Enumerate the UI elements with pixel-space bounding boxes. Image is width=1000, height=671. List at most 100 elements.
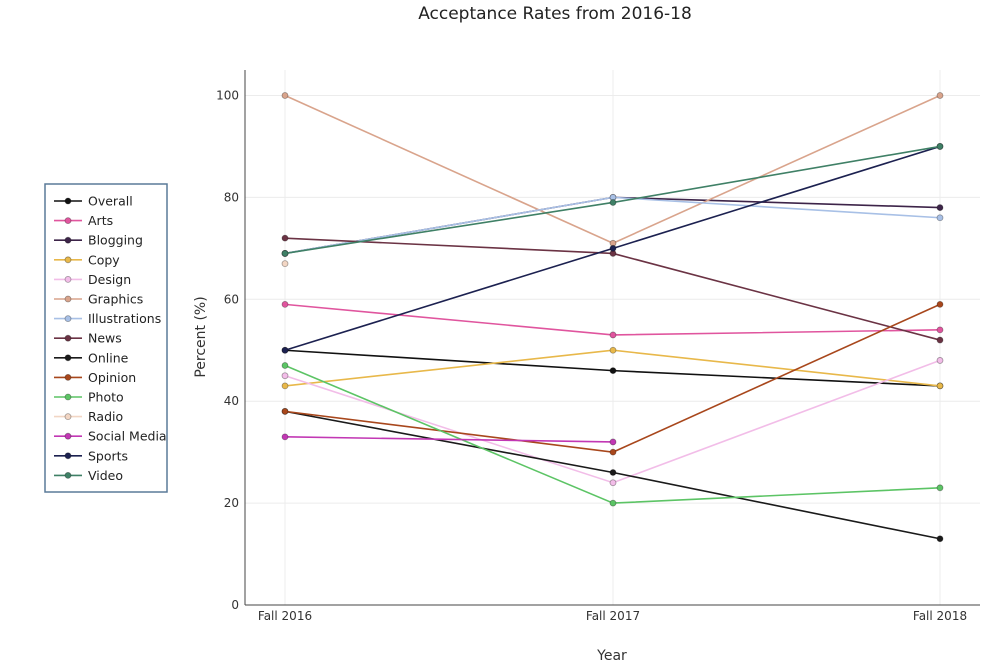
legend-label: News: [88, 331, 122, 346]
series-social-media: [281, 433, 617, 446]
x-tick-label: Fall 2017: [586, 609, 640, 623]
legend-label: Illustrations: [88, 311, 161, 326]
legend-item-sports[interactable]: Sports: [54, 448, 128, 463]
legend-label: Social Media: [88, 429, 167, 444]
legend-swatch-marker: [64, 354, 72, 362]
y-tick-label: 100: [216, 88, 239, 102]
legend-item-illustrations[interactable]: Illustrations: [54, 311, 161, 326]
data-point-social-media: [609, 438, 617, 446]
legend-swatch-marker: [64, 393, 72, 401]
series-arts: [281, 300, 944, 339]
series-news: [281, 234, 944, 344]
data-point-radio: [281, 260, 289, 268]
data-point-arts: [936, 326, 944, 334]
legend-label: Online: [88, 350, 129, 365]
data-point-design: [609, 479, 617, 487]
data-point-blogging: [936, 204, 944, 211]
legend-label: Copy: [88, 252, 120, 267]
legend-item-design[interactable]: Design: [54, 272, 131, 287]
legend-swatch-marker: [64, 197, 72, 205]
data-point-arts: [281, 300, 289, 308]
data-point-sports: [281, 346, 289, 354]
legend-label: Arts: [88, 213, 113, 228]
data-point-photo: [609, 499, 617, 507]
legend-swatch-marker: [64, 471, 72, 479]
legend: Overall Arts Blogging Copy Design Graphics Ill…: [44, 183, 168, 493]
x-tick-label: Fall 2016: [258, 609, 312, 623]
data-point-photo: [281, 362, 289, 369]
legend-swatch-marker: [64, 256, 72, 264]
legend-label: Opinion: [88, 370, 136, 385]
data-point-online: [936, 535, 944, 543]
legend-item-social-media[interactable]: Social Media: [54, 429, 167, 444]
legend-label: Design: [88, 272, 131, 287]
legend-swatch-marker: [64, 236, 72, 244]
grid: [245, 70, 980, 605]
data-point-copy: [609, 346, 617, 354]
series-group: [281, 92, 944, 543]
legend-item-photo[interactable]: Photo: [54, 390, 124, 405]
data-point-graphics: [281, 92, 289, 99]
legend-label: Sports: [88, 448, 128, 463]
data-point-graphics: [936, 92, 944, 99]
axes: 0 20 40 60 80 100 Fall 2016 Fall 2017 Fall 2018: [216, 70, 980, 623]
series-radio: [281, 260, 289, 268]
data-point-arts: [609, 331, 617, 339]
legend-item-overall[interactable]: Overall: [54, 194, 133, 209]
data-point-design: [281, 372, 289, 380]
series-graphics: [281, 92, 944, 247]
data-point-overall: [609, 367, 617, 375]
x-axis-label: Year: [596, 648, 627, 664]
legend-item-blogging[interactable]: Blogging: [54, 233, 143, 248]
data-point-sports: [609, 244, 617, 252]
legend-label: Photo: [88, 390, 124, 405]
legend-label: Radio: [88, 409, 123, 424]
legend-swatch-marker: [64, 452, 72, 460]
y-tick-label: 0: [231, 598, 239, 612]
legend-label: Graphics: [88, 292, 143, 307]
data-point-news: [936, 336, 944, 344]
legend-item-graphics[interactable]: Graphics: [54, 292, 143, 307]
series-line-social-media: [284, 436, 614, 443]
y-tick-label: 40: [224, 394, 239, 408]
data-point-design: [936, 357, 944, 364]
legend-swatch-marker: [64, 373, 72, 381]
legend-label: Overall: [88, 194, 133, 209]
legend-item-online[interactable]: Online: [54, 350, 129, 365]
legend-swatch-marker: [64, 334, 72, 342]
x-tick-label: Fall 2018: [913, 609, 967, 623]
chart-title: Acceptance Rates from 2016-18: [418, 4, 692, 24]
data-point-copy: [281, 382, 289, 390]
legend-swatch-marker: [64, 315, 72, 323]
series-copy: [281, 346, 944, 390]
y-tick-label: 60: [224, 292, 239, 306]
legend-label: Blogging: [88, 233, 143, 248]
series-video: [281, 143, 944, 257]
legend-swatch-marker: [64, 217, 72, 225]
legend-item-copy[interactable]: Copy: [54, 252, 120, 267]
legend-swatch-marker: [64, 275, 72, 283]
series-photo: [281, 362, 944, 507]
data-point-news: [281, 234, 289, 242]
legend-swatch-marker: [64, 413, 72, 421]
y-tick-label: 80: [224, 190, 239, 204]
data-point-opinion: [936, 300, 944, 308]
series-opinion: [281, 300, 944, 456]
data-point-online: [609, 469, 617, 476]
data-point-social-media: [281, 433, 289, 441]
data-point-video: [609, 199, 617, 206]
legend-label: Video: [88, 468, 123, 483]
data-point-opinion: [281, 407, 289, 415]
data-point-copy: [936, 382, 944, 390]
legend-item-video[interactable]: Video: [54, 468, 123, 483]
data-point-video: [281, 250, 289, 257]
data-point-illustrations: [936, 214, 944, 222]
legend-item-arts[interactable]: Arts: [54, 213, 113, 228]
legend-item-opinion[interactable]: Opinion: [54, 370, 136, 385]
legend-item-news[interactable]: News: [54, 331, 122, 346]
legend-item-radio[interactable]: Radio: [54, 409, 123, 424]
data-point-video: [936, 143, 944, 150]
data-point-opinion: [609, 448, 617, 456]
legend-swatch-marker: [64, 295, 72, 303]
